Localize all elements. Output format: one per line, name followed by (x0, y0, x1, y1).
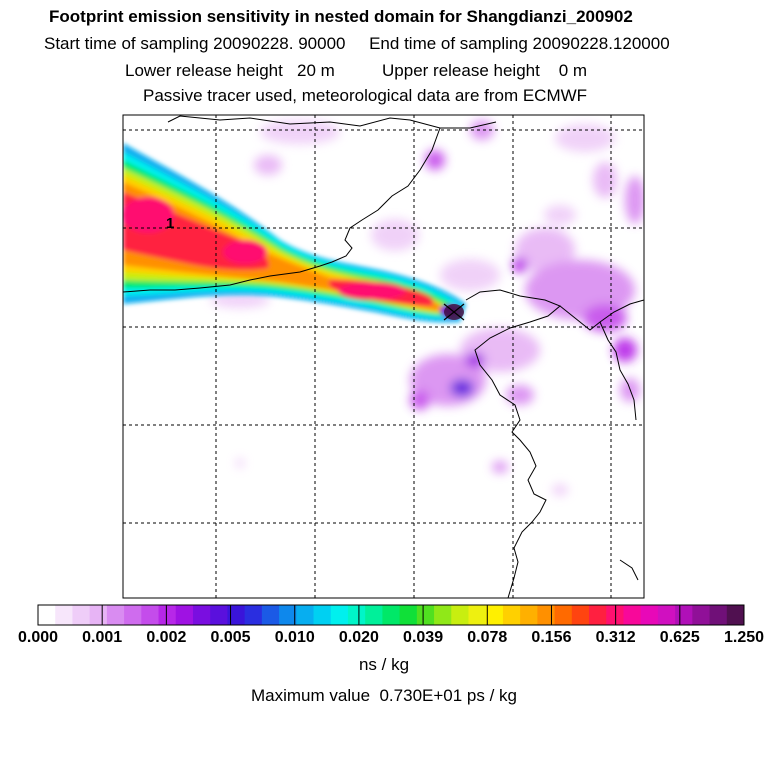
colorbar-tick-label: 0.039 (403, 629, 444, 646)
colorbar-cell (606, 605, 624, 625)
colorbar-cell (124, 605, 142, 625)
colorbar-cell (451, 605, 469, 625)
colorbar-cell (485, 605, 504, 625)
colorbar-cell (72, 605, 91, 625)
colorbar-cell (416, 605, 435, 625)
colorbar-cell (726, 605, 745, 625)
coastlines (123, 115, 644, 598)
colorbar-cell (382, 605, 401, 625)
colorbar-cell (89, 605, 108, 625)
colorbar-cell (244, 605, 263, 625)
colorbar-cell (537, 605, 556, 625)
colorbar-cell (55, 605, 73, 625)
colorbar-cell (38, 605, 56, 625)
colorbar-cell (502, 605, 521, 625)
colorbar-cell (106, 605, 125, 625)
colorbar-cell (141, 605, 160, 625)
colorbar-tick-label: 0.020 (338, 629, 379, 646)
colorbar-cell (296, 605, 315, 625)
maximum-value: Maximum value 0.730E+01 ps / kg (251, 686, 517, 705)
colorbar-cell (261, 605, 280, 625)
colorbar-cell (330, 605, 349, 625)
colorbar (37, 604, 745, 626)
colorbar-cell (434, 605, 452, 625)
colorbar-cell (623, 605, 642, 625)
colorbar-tick-label: 0.312 (595, 629, 636, 646)
colorbar-cell (589, 605, 607, 625)
colorbar-cell (709, 605, 728, 625)
release-site-marker (443, 303, 465, 321)
sampling-times: Start time of sampling 20090228. 90000 E… (44, 34, 670, 53)
colorbar-cell (158, 605, 177, 625)
colorbar-tick-label: 0.625 (659, 629, 700, 646)
colorbar-cell (554, 605, 573, 625)
colorbar-cell (640, 605, 659, 625)
plume-layer (123, 120, 644, 496)
colorbar-cell (313, 605, 332, 625)
colorbar-cell (399, 605, 418, 625)
tracer-info: Passive tracer used, meteorological data… (143, 86, 588, 105)
colorbar-units: ns / kg (358, 655, 410, 674)
colorbar-tick-label: 0.001 (82, 629, 123, 646)
colorbar-cell (657, 605, 676, 625)
colorbar-tick-label: 0.000 (17, 629, 59, 646)
colorbar-cell (468, 605, 487, 625)
graticule (123, 115, 644, 598)
colorbar-tick-label: 0.156 (531, 629, 572, 646)
release-label: 1 (166, 215, 174, 232)
colorbar-cell (279, 605, 297, 625)
colorbar-cell (365, 605, 383, 625)
colorbar-tick-label: 0.005 (210, 629, 251, 646)
colorbar-cell (520, 605, 538, 625)
colorbar-cell (347, 605, 366, 625)
colorbar-cell (227, 605, 246, 625)
colorbar-tick-label: 0.002 (146, 629, 187, 646)
colorbar-cell (692, 605, 711, 625)
colorbar-tick-label: 0.010 (274, 629, 315, 646)
colorbar-cell (571, 605, 590, 625)
release-heights: Lower release height 20 m Upper release … (125, 61, 588, 80)
plot-title: Footprint emission sensitivity in nested… (49, 7, 633, 26)
colorbar-cell (175, 605, 194, 625)
colorbar-cell (210, 605, 228, 625)
colorbar-cell (192, 605, 211, 625)
map-frame (122, 114, 645, 599)
colorbar-cell (675, 605, 693, 625)
colorbar-tick-label: 0.078 (467, 629, 508, 646)
colorbar-tick-label: 1.250 (723, 629, 765, 646)
